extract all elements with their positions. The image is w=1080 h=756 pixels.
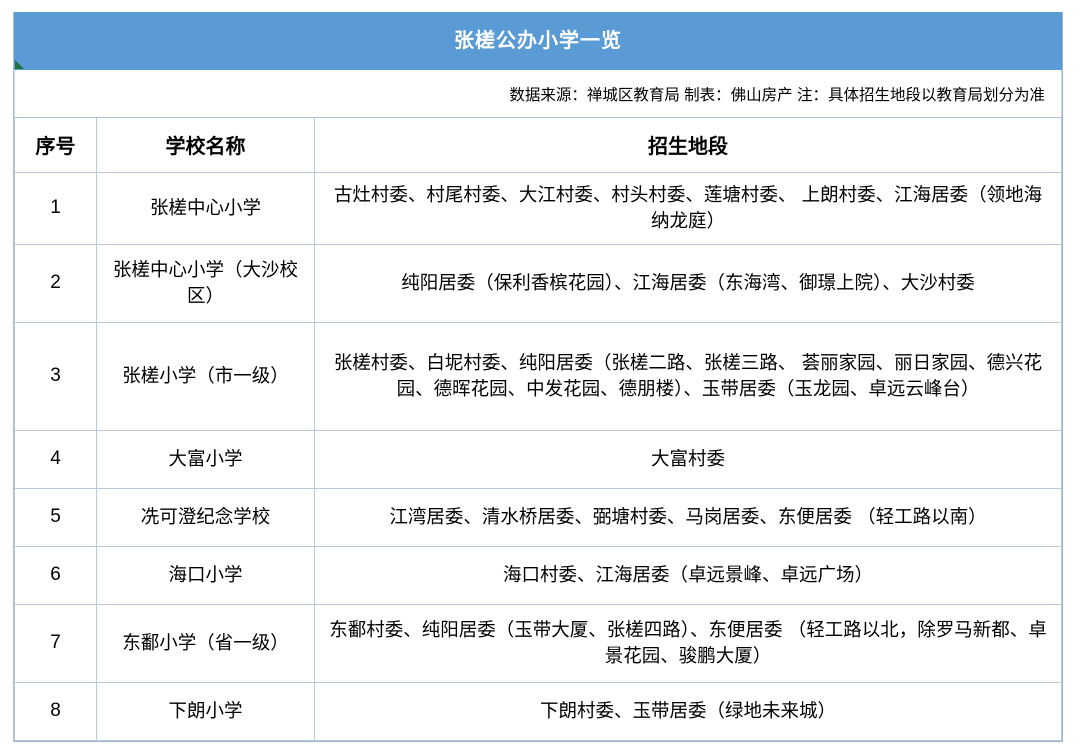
cell-name: 冼可澄纪念学校 xyxy=(96,487,315,547)
table-row: 7 东鄱小学（省一级） 东鄱村委、纯阳居委（玉带大厦、张槎四路）、东便居委 （轻… xyxy=(14,603,1062,683)
table-title-bar: 张槎公办小学一览 xyxy=(14,12,1062,70)
table-body: 1 张槎中心小学 古灶村委、村尾村委、大江村委、村头村委、莲塘村委、 上朗村委、… xyxy=(14,171,1062,741)
cell-no: 3 xyxy=(14,321,97,431)
cell-name: 下朗小学 xyxy=(96,681,315,741)
cell-area: 东鄱村委、纯阳居委（玉带大厦、张槎四路）、东便居委 （轻工路以北，除罗马新都、卓… xyxy=(314,603,1062,683)
page-title: 张槎公办小学一览 xyxy=(454,30,622,52)
cell-name: 海口小学 xyxy=(96,545,315,605)
table-row: 1 张槎中心小学 古灶村委、村尾村委、大江村委、村头村委、莲塘村委、 上朗村委、… xyxy=(14,171,1062,245)
cell-no: 1 xyxy=(14,171,97,245)
cell-area: 大富村委 xyxy=(314,429,1062,489)
cell-no: 6 xyxy=(14,545,97,605)
cell-no: 5 xyxy=(14,487,97,547)
cell-no: 7 xyxy=(14,603,97,683)
cell-no: 8 xyxy=(14,681,97,741)
school-list-table-container: 张槎公办小学一览 数据来源：禅城区教育局 制表：佛山房产 注：具体招生地段以教育… xyxy=(13,12,1063,742)
data-source-note: 数据来源：禅城区教育局 制表：佛山房产 注：具体招生地段以教育局划分为准 xyxy=(509,86,1045,104)
cell-area: 张槎村委、白坭村委、纯阳居委（张槎二路、张槎三路、 荟丽家园、丽日家园、德兴花园… xyxy=(314,321,1062,431)
cell-area: 江湾居委、清水桥居委、弼塘村委、马岗居委、东便居委 （轻工路以南） xyxy=(314,487,1062,547)
table-row: 2 张槎中心小学（大沙校区） 纯阳居委（保利香槟花园）、江海居委（东海湾、御璟上… xyxy=(14,243,1062,323)
column-header-area: 招生地段 xyxy=(314,118,1062,173)
cell-area: 下朗村委、玉带居委（绿地未来城） xyxy=(314,681,1062,741)
table-note-row: 数据来源：禅城区教育局 制表：佛山房产 注：具体招生地段以教育局划分为准 xyxy=(14,70,1062,118)
cell-error-flag-icon xyxy=(15,60,24,69)
column-header-name: 学校名称 xyxy=(96,118,315,173)
cell-area: 纯阳居委（保利香槟花园）、江海居委（东海湾、御璟上院）、大沙村委 xyxy=(314,243,1062,323)
table-header: 序号 学校名称 招生地段 xyxy=(14,118,1062,173)
cell-name: 大富小学 xyxy=(96,429,315,489)
cell-name: 张槎中心小学（大沙校区） xyxy=(96,243,315,323)
cell-name: 东鄱小学（省一级） xyxy=(96,603,315,683)
school-list-table: 序号 学校名称 招生地段 1 张槎中心小学 古灶村委、村尾村委、大江村委、村头村… xyxy=(14,118,1062,741)
table-row: 4 大富小学 大富村委 xyxy=(14,429,1062,489)
column-header-no: 序号 xyxy=(14,118,97,173)
cell-name: 张槎中心小学 xyxy=(96,171,315,245)
table-row: 3 张槎小学（市一级） 张槎村委、白坭村委、纯阳居委（张槎二路、张槎三路、 荟丽… xyxy=(14,321,1062,431)
table-row: 8 下朗小学 下朗村委、玉带居委（绿地未来城） xyxy=(14,681,1062,741)
cell-area: 海口村委、江海居委（卓远景峰、卓远广场） xyxy=(314,545,1062,605)
cell-no: 2 xyxy=(14,243,97,323)
table-row: 6 海口小学 海口村委、江海居委（卓远景峰、卓远广场） xyxy=(14,545,1062,605)
cell-no: 4 xyxy=(14,429,97,489)
table-header-row: 序号 学校名称 招生地段 xyxy=(14,118,1062,173)
table-row: 5 冼可澄纪念学校 江湾居委、清水桥居委、弼塘村委、马岗居委、东便居委 （轻工路… xyxy=(14,487,1062,547)
cell-area: 古灶村委、村尾村委、大江村委、村头村委、莲塘村委、 上朗村委、江海居委（领地海纳… xyxy=(314,171,1062,245)
cell-name: 张槎小学（市一级） xyxy=(96,321,315,431)
